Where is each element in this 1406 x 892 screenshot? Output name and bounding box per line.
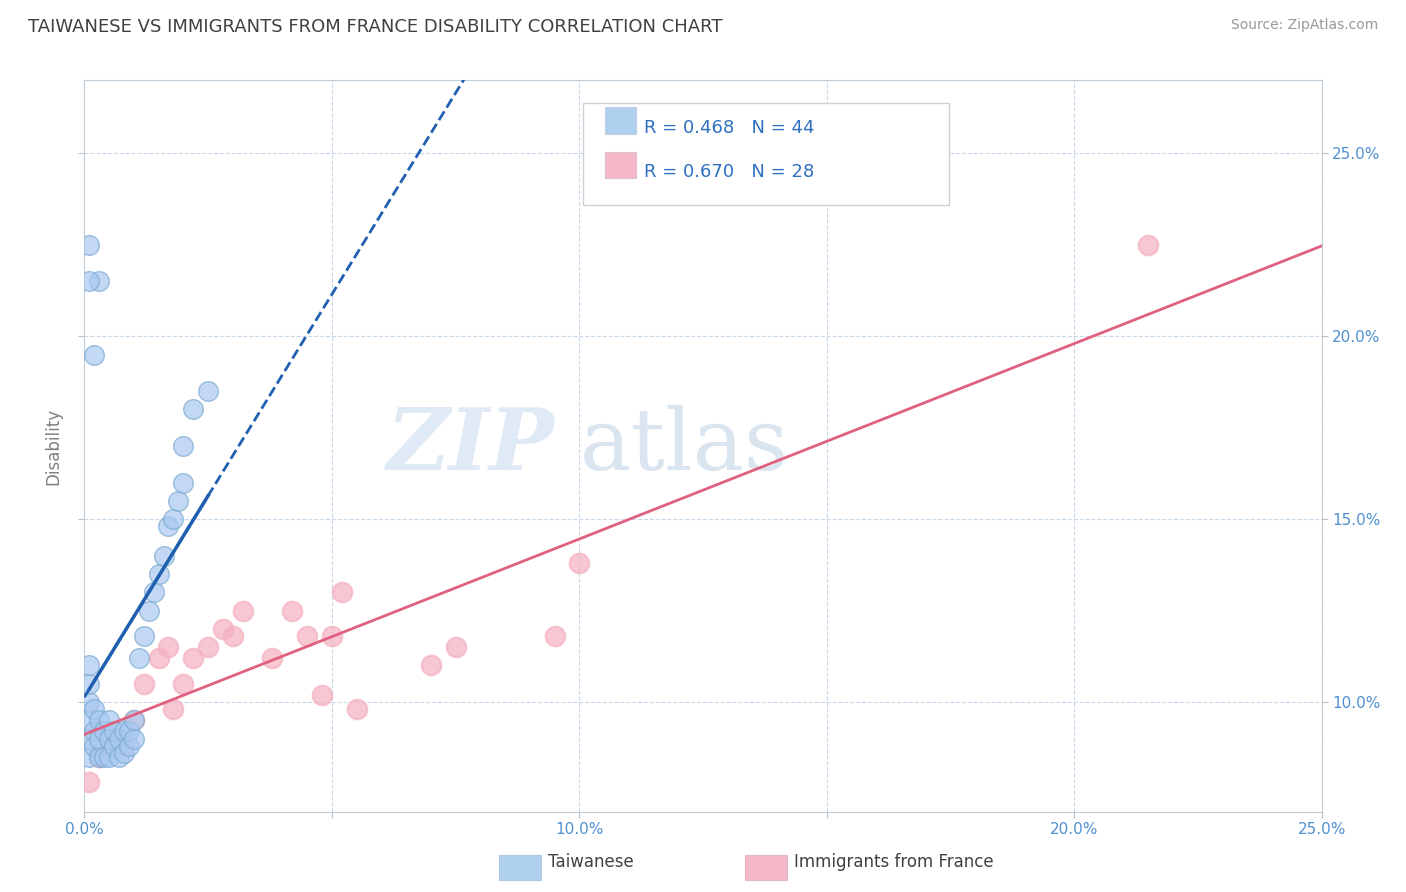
- Point: [444, 640, 467, 655]
- Point: [330, 585, 353, 599]
- Point: [93, 724, 115, 739]
- Point: [148, 567, 170, 582]
- Point: [93, 749, 115, 764]
- Point: [112, 746, 135, 760]
- Point: [122, 714, 145, 728]
- Point: [98, 731, 121, 746]
- Point: [138, 604, 160, 618]
- Point: [142, 585, 165, 599]
- Point: [79, 775, 101, 789]
- Point: [79, 695, 101, 709]
- Point: [543, 629, 565, 643]
- Point: [157, 640, 180, 655]
- Point: [222, 629, 245, 643]
- Point: [167, 494, 190, 508]
- Text: Immigrants from France: Immigrants from France: [794, 853, 994, 871]
- Point: [79, 714, 101, 728]
- Point: [295, 629, 318, 643]
- Point: [346, 702, 368, 716]
- Point: [79, 677, 101, 691]
- Point: [108, 731, 131, 746]
- Point: [321, 629, 343, 643]
- Point: [89, 714, 111, 728]
- Point: [181, 402, 204, 417]
- Point: [162, 702, 184, 716]
- Point: [98, 714, 121, 728]
- Point: [83, 724, 105, 739]
- Point: [89, 749, 111, 764]
- Point: [103, 724, 125, 739]
- Point: [108, 731, 131, 746]
- Point: [118, 739, 141, 753]
- Text: Taiwanese: Taiwanese: [548, 853, 634, 871]
- Point: [181, 651, 204, 665]
- Point: [122, 714, 145, 728]
- Point: [172, 475, 194, 490]
- Point: [79, 749, 101, 764]
- Point: [172, 439, 194, 453]
- Point: [83, 348, 105, 362]
- Point: [122, 731, 145, 746]
- Point: [79, 238, 101, 252]
- Point: [89, 749, 111, 764]
- Text: ZIP: ZIP: [387, 404, 554, 488]
- Point: [212, 622, 235, 636]
- Point: [419, 658, 441, 673]
- Point: [108, 749, 131, 764]
- Text: atlas: atlas: [579, 404, 789, 488]
- Point: [83, 739, 105, 753]
- Point: [112, 739, 135, 753]
- Point: [197, 384, 219, 399]
- Y-axis label: Disability: Disability: [45, 408, 63, 484]
- Point: [568, 556, 591, 570]
- Point: [128, 651, 150, 665]
- Point: [89, 275, 111, 289]
- Point: [79, 275, 101, 289]
- Text: Source: ZipAtlas.com: Source: ZipAtlas.com: [1230, 18, 1378, 32]
- Point: [79, 731, 101, 746]
- Point: [83, 702, 105, 716]
- Point: [132, 677, 155, 691]
- Point: [148, 651, 170, 665]
- Point: [79, 658, 101, 673]
- Point: [98, 731, 121, 746]
- Point: [132, 629, 155, 643]
- Point: [112, 724, 135, 739]
- Point: [103, 739, 125, 753]
- Point: [262, 651, 284, 665]
- Point: [162, 512, 184, 526]
- Point: [89, 731, 111, 746]
- Point: [118, 724, 141, 739]
- Text: R = 0.670   N = 28: R = 0.670 N = 28: [644, 163, 814, 181]
- Point: [152, 549, 174, 563]
- Point: [98, 749, 121, 764]
- Point: [1137, 238, 1160, 252]
- Point: [197, 640, 219, 655]
- Text: R = 0.468   N = 44: R = 0.468 N = 44: [644, 119, 814, 136]
- Text: TAIWANESE VS IMMIGRANTS FROM FRANCE DISABILITY CORRELATION CHART: TAIWANESE VS IMMIGRANTS FROM FRANCE DISA…: [28, 18, 723, 36]
- Point: [311, 688, 333, 702]
- Point: [157, 519, 180, 533]
- Point: [232, 604, 254, 618]
- Point: [281, 604, 304, 618]
- Point: [172, 677, 194, 691]
